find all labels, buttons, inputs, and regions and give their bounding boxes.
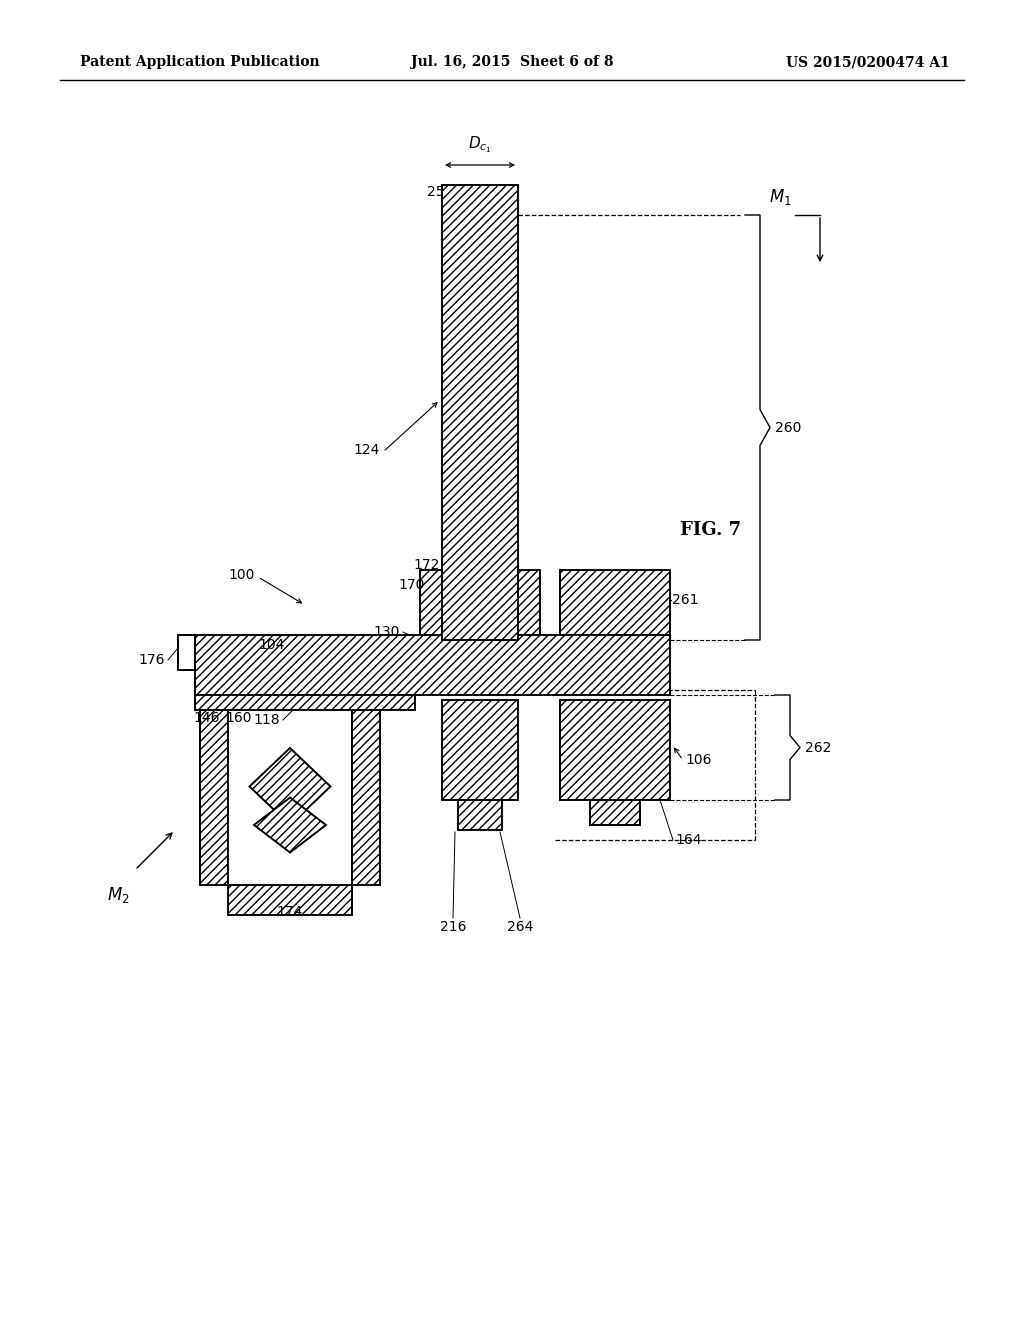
Text: 264: 264	[507, 920, 534, 935]
Text: FIG. 7: FIG. 7	[680, 521, 741, 539]
Text: 174: 174	[276, 906, 303, 919]
Bar	[420, 570, 540, 640]
Text: 124: 124	[353, 444, 380, 457]
Bar	[195, 696, 415, 710]
Text: $M_1$: $M_1$	[769, 187, 792, 207]
Bar	[590, 800, 640, 825]
Text: 170: 170	[398, 578, 425, 591]
Text: 261: 261	[672, 593, 698, 607]
Text: 216: 216	[439, 920, 466, 935]
Bar	[442, 185, 518, 640]
Text: 130: 130	[374, 624, 400, 639]
Text: 252: 252	[427, 185, 453, 199]
Text: $D_{c_1}$: $D_{c_1}$	[468, 135, 492, 154]
Bar	[352, 710, 380, 884]
Text: 160: 160	[225, 711, 252, 725]
Bar	[200, 710, 228, 884]
Polygon shape	[250, 748, 331, 825]
Text: 146: 146	[194, 711, 220, 725]
Polygon shape	[254, 797, 326, 853]
Text: 106: 106	[685, 752, 712, 767]
Text: 172: 172	[414, 558, 440, 572]
Text: 164: 164	[675, 833, 701, 847]
Text: $M_2$: $M_2$	[108, 884, 130, 906]
Text: 262: 262	[805, 741, 831, 755]
Text: Jul. 16, 2015  Sheet 6 of 8: Jul. 16, 2015 Sheet 6 of 8	[411, 55, 613, 69]
Bar	[458, 800, 502, 830]
Text: 104: 104	[259, 638, 285, 652]
Polygon shape	[450, 185, 510, 215]
Text: 260: 260	[775, 421, 802, 434]
Bar	[442, 700, 518, 800]
Text: 100: 100	[228, 568, 255, 582]
Text: US 2015/0200474 A1: US 2015/0200474 A1	[786, 55, 950, 69]
Text: 176: 176	[138, 653, 165, 667]
Text: Patent Application Publication: Patent Application Publication	[80, 55, 319, 69]
Text: 118: 118	[253, 713, 280, 727]
Bar	[200, 710, 380, 884]
Bar	[560, 700, 670, 800]
Bar	[195, 635, 670, 696]
Bar	[560, 570, 670, 640]
Bar	[228, 884, 352, 915]
Bar	[178, 635, 195, 671]
